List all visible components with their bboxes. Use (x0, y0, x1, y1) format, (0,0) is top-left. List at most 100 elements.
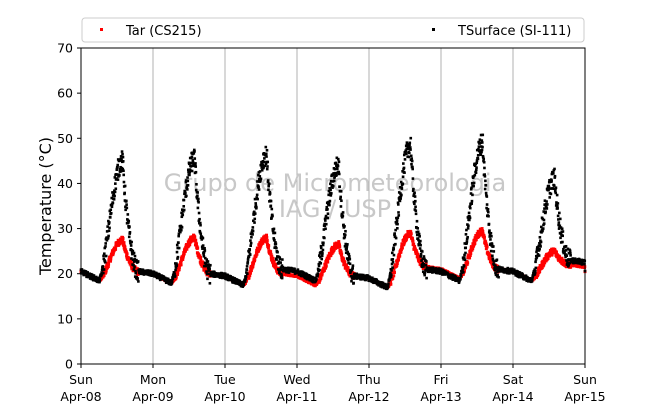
data-point (113, 194, 116, 198)
data-point (120, 169, 123, 173)
data-point (427, 270, 430, 274)
data-point (414, 205, 417, 209)
data-point (484, 191, 488, 195)
x-tick-label-day: Wed (283, 372, 310, 387)
data-point (355, 272, 359, 276)
data-point (468, 218, 471, 222)
data-point (481, 156, 485, 159)
data-point (479, 153, 483, 157)
data-point (191, 159, 195, 162)
data-point (480, 141, 484, 144)
data-point (396, 216, 400, 220)
data-point (557, 221, 561, 224)
data-point (392, 274, 396, 278)
data-point (333, 175, 336, 178)
data-point (196, 194, 199, 198)
data-point (348, 271, 352, 274)
data-point (122, 241, 126, 245)
data-point (176, 257, 179, 260)
data-point (241, 285, 245, 288)
data-point (257, 173, 260, 177)
data-point (120, 240, 124, 244)
data-point (177, 234, 180, 238)
data-point (272, 259, 276, 263)
data-point (492, 245, 495, 248)
data-point (459, 277, 462, 281)
data-point (246, 260, 250, 264)
data-point (177, 246, 181, 250)
data-point (228, 278, 231, 282)
data-point (251, 226, 255, 229)
data-point (317, 280, 321, 284)
data-point (472, 181, 476, 185)
data-point (176, 246, 180, 250)
data-point (175, 264, 179, 267)
data-point (561, 240, 564, 244)
data-point (279, 261, 282, 264)
data-point (186, 168, 190, 172)
data-point (390, 273, 393, 277)
data-point (459, 274, 463, 278)
data-point (469, 192, 473, 195)
data-point (116, 158, 120, 161)
data-point (104, 254, 108, 258)
data-point (321, 248, 325, 252)
data-point (264, 162, 268, 166)
data-point (394, 236, 398, 240)
data-point (121, 152, 124, 156)
data-point (324, 227, 327, 231)
data-point (337, 172, 341, 176)
data-point (411, 239, 415, 243)
data-point (105, 230, 109, 233)
data-point (201, 236, 205, 240)
data-point (420, 259, 423, 262)
data-point (467, 253, 471, 257)
data-point (493, 266, 497, 270)
data-point (460, 271, 464, 274)
data-point (319, 277, 323, 281)
data-point (331, 184, 335, 188)
data-point (534, 269, 537, 273)
data-point (552, 169, 556, 172)
data-point (572, 261, 576, 265)
data-point (549, 192, 553, 196)
data-point (369, 276, 372, 279)
data-point (329, 194, 333, 197)
data-point (141, 272, 144, 276)
data-point (198, 221, 202, 225)
data-point (342, 257, 346, 261)
data-point (115, 177, 118, 180)
data-point (267, 184, 270, 188)
data-point (129, 261, 133, 265)
data-point (344, 263, 348, 267)
data-point (256, 180, 259, 183)
data-point (329, 182, 332, 186)
data-point (255, 193, 259, 197)
data-point (410, 237, 414, 241)
data-point (331, 186, 334, 189)
data-point (420, 265, 424, 269)
data-point (180, 228, 183, 232)
series-tsurface-points (79, 133, 587, 291)
data-point (339, 205, 343, 208)
data-point (488, 253, 492, 257)
data-point (512, 268, 516, 271)
data-point (463, 242, 467, 245)
data-point (258, 170, 262, 173)
data-point (257, 185, 260, 189)
data-point (88, 272, 91, 276)
data-point (202, 263, 206, 267)
data-point (197, 200, 200, 204)
data-point (492, 250, 496, 253)
data-point (177, 241, 180, 245)
data-point (398, 254, 402, 258)
data-point (265, 240, 269, 244)
data-point (557, 218, 560, 221)
data-point (235, 282, 239, 285)
data-point (181, 255, 185, 259)
data-point (488, 235, 492, 238)
data-point (276, 250, 279, 254)
data-point (118, 159, 121, 162)
data-point (406, 143, 409, 146)
